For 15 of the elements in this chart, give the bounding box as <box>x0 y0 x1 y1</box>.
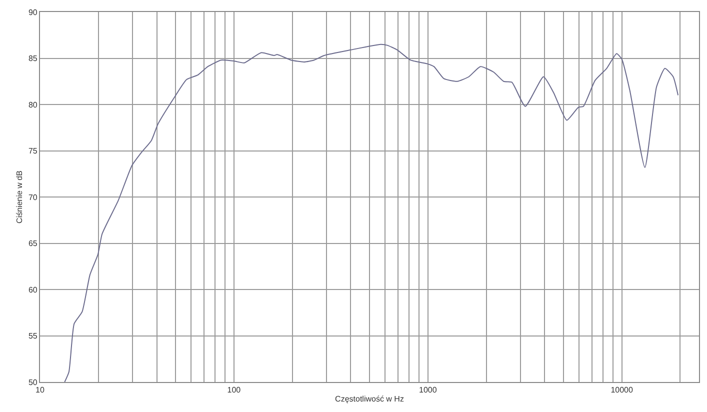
y-axis-title: Ciśnienie w dB <box>15 170 24 224</box>
y-tick-label: 85 <box>28 54 38 64</box>
x-tick-label: 1000 <box>418 386 438 395</box>
y-tick-label: 70 <box>28 192 38 202</box>
y-tick-label: 65 <box>28 239 38 248</box>
y-tick-label: 55 <box>28 332 38 341</box>
y-tick-label: 75 <box>28 146 38 156</box>
y-tick-label: 90 <box>28 8 38 17</box>
y-tick-label: 60 <box>28 285 38 294</box>
y-tick-label: 80 <box>28 100 38 110</box>
x-tick-label: 100 <box>227 386 242 395</box>
y-tick-label: 50 <box>28 378 38 387</box>
x-tick-label: 10000 <box>610 386 634 395</box>
x-tick-label: 10 <box>36 386 45 395</box>
x-axis-title: Częstotliwość w Hz <box>335 394 404 404</box>
